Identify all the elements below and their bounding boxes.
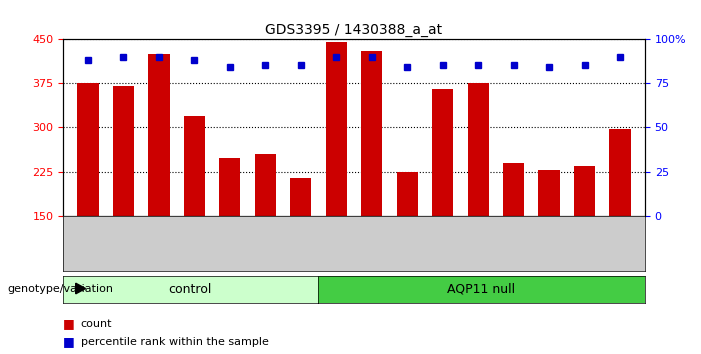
Text: AQP11 null: AQP11 null [447, 283, 515, 296]
Bar [609, 129, 631, 216]
Bar [148, 54, 170, 216]
Bar [326, 42, 347, 216]
Text: control: control [169, 283, 212, 296]
Bar [397, 172, 418, 216]
Bar [361, 51, 382, 216]
Polygon shape [76, 283, 86, 294]
Text: count: count [81, 319, 112, 329]
Bar [503, 163, 524, 216]
Bar [77, 83, 99, 216]
Bar [468, 83, 489, 216]
Bar [113, 86, 134, 216]
Bar [290, 178, 311, 216]
Bar [432, 89, 454, 216]
Bar [219, 158, 240, 216]
Bar [184, 116, 205, 216]
Bar [538, 170, 560, 216]
Text: ■: ■ [63, 318, 75, 330]
Text: genotype/variation: genotype/variation [7, 284, 113, 293]
Text: percentile rank within the sample: percentile rank within the sample [81, 337, 268, 347]
Title: GDS3395 / 1430388_a_at: GDS3395 / 1430388_a_at [266, 23, 442, 36]
Bar [574, 166, 595, 216]
Bar [254, 154, 276, 216]
Text: ■: ■ [63, 335, 75, 348]
